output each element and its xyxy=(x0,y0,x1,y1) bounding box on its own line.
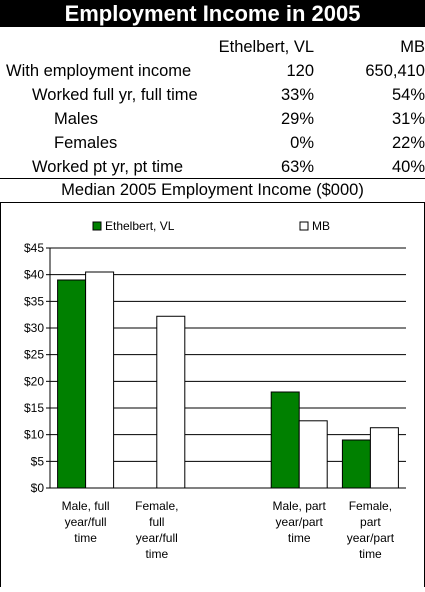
y-tick-label: $35 xyxy=(24,294,44,308)
bar xyxy=(85,271,115,489)
legend-swatch xyxy=(92,221,102,231)
legend-swatch xyxy=(299,221,309,231)
chart-area: Ethelbert, VL MB $0 $5 $10 $15 $20 $25 $30 $35 $40… xyxy=(0,202,425,587)
y-tick-label: $45 xyxy=(24,241,44,255)
x-tick-label-line: Male, full xyxy=(62,499,110,513)
y-tick-label: $20 xyxy=(24,374,44,388)
row-label: Worked full yr, full time xyxy=(32,86,198,104)
row-label: Females xyxy=(54,134,118,152)
x-tick-label-line: time xyxy=(74,531,97,545)
row-value-mb: 54% xyxy=(391,86,425,104)
row-value-ethelbert: 33% xyxy=(280,86,314,104)
panel-title: Employment Income in 2005 xyxy=(0,0,425,27)
bar xyxy=(57,279,87,489)
bar xyxy=(369,427,399,489)
row-value-ethelbert: 120 xyxy=(286,62,314,80)
y-tick-label: $25 xyxy=(24,348,44,362)
y-tick-label: $5 xyxy=(31,454,45,468)
x-tick-label-line: year/full xyxy=(65,515,107,529)
table-row: Males 29% 31% xyxy=(0,107,425,131)
row-label: With employment income xyxy=(6,62,192,80)
x-tick-label-line: Female, xyxy=(349,499,392,513)
x-tick-label-line: part xyxy=(360,515,381,529)
x-tick-label-line: year/part xyxy=(347,531,395,545)
x-tick-label-line: Female, xyxy=(135,499,178,513)
x-tick-label: Male, part year/part time xyxy=(273,499,327,545)
table-row: Females 0% 22% xyxy=(0,131,425,155)
column-header-ethelbert: Ethelbert, VL xyxy=(218,38,314,56)
legend-label: MB xyxy=(312,219,330,233)
x-tick-label-line: year/full xyxy=(136,531,178,545)
column-header-mb: MB xyxy=(400,38,425,56)
x-tick-label: Female, full year/full time xyxy=(135,499,178,561)
y-tick-label: $0 xyxy=(31,481,45,495)
bar-chart: Ethelbert, VL MB $0 $5 $10 $15 $20 $25 $30 $35 $40… xyxy=(24,219,406,561)
table-row: Worked full yr, full time 33% 54% xyxy=(0,83,425,107)
row-value-mb: 40% xyxy=(391,158,425,176)
y-tick-label: $15 xyxy=(24,401,44,415)
row-value-ethelbert: 0% xyxy=(290,134,314,152)
table-header-row: Ethelbert, VL MB xyxy=(0,35,425,59)
bar xyxy=(270,391,300,489)
x-tick-label-line: time xyxy=(359,547,382,561)
legend-label: Ethelbert, VL xyxy=(105,219,175,233)
x-tick-label-line: Male, part xyxy=(273,499,327,513)
x-tick-label-line: time xyxy=(145,547,168,561)
table-row: With employment income 120 650,410 xyxy=(0,59,425,83)
y-tick-label: $40 xyxy=(24,268,44,282)
row-label: Worked pt yr, pt time xyxy=(32,158,183,176)
row-value-mb: 22% xyxy=(391,134,425,152)
bar xyxy=(341,439,371,489)
bar xyxy=(298,420,328,489)
divider xyxy=(0,202,425,203)
x-tick-label-line: year/part xyxy=(276,515,324,529)
y-tick-label: $30 xyxy=(24,321,44,335)
x-tick-label-line: time xyxy=(288,531,311,545)
row-value-mb: 650,410 xyxy=(365,62,425,80)
y-tick-label: $10 xyxy=(24,428,44,442)
x-tick-label: Male, full year/full time xyxy=(62,499,110,545)
x-tick-label-line: full xyxy=(149,515,164,529)
bar xyxy=(156,315,186,489)
row-value-ethelbert: 29% xyxy=(280,110,314,128)
x-tick-label: Female, part year/part time xyxy=(347,499,395,561)
row-value-ethelbert: 63% xyxy=(280,158,314,176)
table-row: Worked pt yr, pt time 63% 40% xyxy=(0,155,425,179)
chart-title: Median 2005 Employment Income ($000) xyxy=(61,181,364,199)
divider xyxy=(0,178,425,179)
income-table: Ethelbert, VL MB With employment income … xyxy=(0,35,425,179)
row-label: Males xyxy=(54,110,99,128)
row-value-mb: 31% xyxy=(391,110,425,128)
